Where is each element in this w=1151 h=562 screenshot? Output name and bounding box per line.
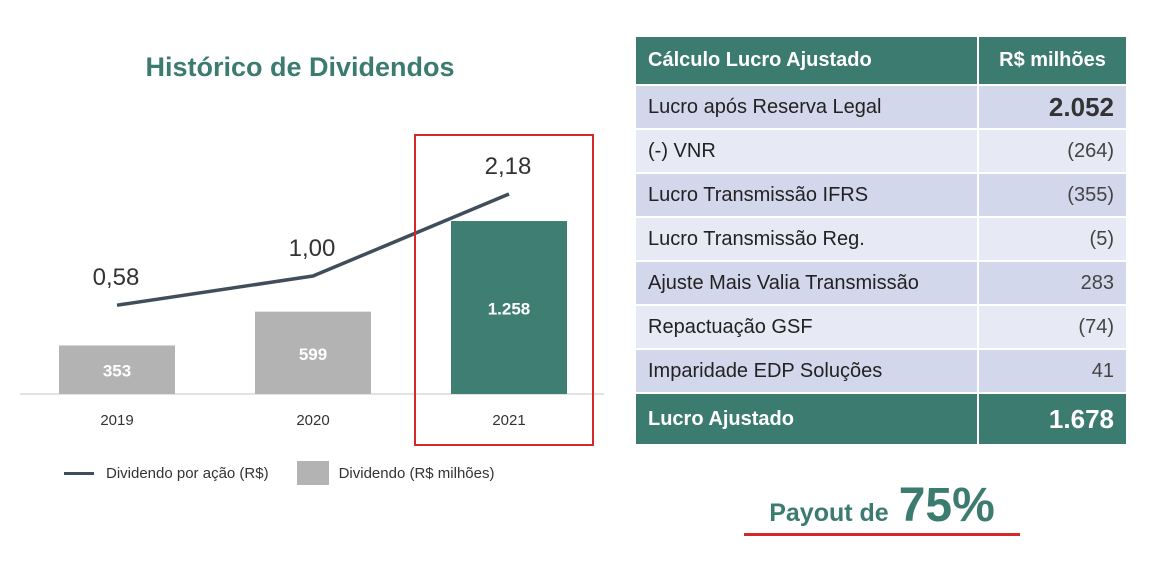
line-value-label: 0,58 xyxy=(93,264,140,291)
row-label: Ajuste Mais Valia Transmissão xyxy=(636,261,979,306)
bar-2019 xyxy=(59,345,175,394)
table-row: Lucro Transmissão IFRS (355) xyxy=(636,173,1126,218)
payout-label: Payout de xyxy=(769,499,889,527)
table-row: Repactuação GSF (74) xyxy=(636,305,1126,350)
x-tick-label: 2019 xyxy=(100,412,133,429)
highlight-box-2021 xyxy=(414,134,594,446)
table-footer-row: Lucro Ajustado 1.678 xyxy=(636,393,1126,446)
table-header-value: R$ milhões xyxy=(978,37,1126,86)
row-value: (264) xyxy=(978,129,1126,174)
adjusted-profit-table: Cálculo Lucro Ajustado R$ milhões Lucro … xyxy=(636,37,1126,446)
row-label: Repactuação GSF xyxy=(636,305,979,350)
chart-title: Histórico de Dividendos xyxy=(145,52,455,82)
table-footer-label: Lucro Ajustado xyxy=(636,393,979,446)
row-label: Lucro após Reserva Legal xyxy=(636,85,979,130)
table-footer-value: 1.678 xyxy=(978,393,1126,446)
table-row: Imparidade EDP Soluções 41 xyxy=(636,349,1126,394)
line-series-dividend-per-share xyxy=(116,192,510,307)
table-row: (-) VNR (264) xyxy=(636,129,1126,174)
row-label: (-) VNR xyxy=(636,129,979,174)
row-value: 283 xyxy=(978,261,1126,306)
row-label: Imparidade EDP Soluções xyxy=(636,349,979,394)
legend-bar-label: Dividendo (R$ milhões) xyxy=(338,464,495,482)
row-value: 41 xyxy=(978,349,1126,394)
table-row: Lucro após Reserva Legal 2.052 xyxy=(636,85,1126,130)
table-header-label: Cálculo Lucro Ajustado xyxy=(636,37,979,86)
row-value: (74) xyxy=(978,305,1126,350)
row-value: (5) xyxy=(978,217,1126,262)
bar-value-label: 599 xyxy=(299,345,327,364)
table-header-row: Cálculo Lucro Ajustado R$ milhões xyxy=(636,37,1126,86)
row-value: (355) xyxy=(978,173,1126,218)
payout-value: 75% xyxy=(898,479,995,532)
row-value: 2.052 xyxy=(978,85,1126,130)
line-value-label: 1,00 xyxy=(289,235,336,262)
bar-value-label: 1.258 xyxy=(488,300,531,319)
chart-legend: Dividendo por ação (R$) Dividendo (R$ mi… xyxy=(64,460,495,486)
dividend-chart: 353 2019 599 2020 1.258 2021 0,58 1,00 2,18 xyxy=(20,153,604,429)
row-label: Lucro Transmissão Reg. xyxy=(636,217,979,262)
bar-value-label: 353 xyxy=(103,362,131,381)
payout-callout: Payout de 75% xyxy=(748,480,1016,532)
x-tick-label: 2021 xyxy=(492,412,525,429)
row-label: Lucro Transmissão IFRS xyxy=(636,173,979,218)
payout-underline xyxy=(744,533,1020,536)
table-row: Lucro Transmissão Reg. (5) xyxy=(636,217,1126,262)
line-value-label: 2,18 xyxy=(485,153,532,180)
legend-bar-swatch xyxy=(296,461,329,485)
bar-2020 xyxy=(255,311,371,394)
legend-line-label: Dividendo por ação (R$) xyxy=(106,464,269,482)
x-tick-label: 2020 xyxy=(296,412,329,429)
bar-2021 xyxy=(451,221,567,394)
table-row: Ajuste Mais Valia Transmissão 283 xyxy=(636,261,1126,306)
legend-line-swatch xyxy=(64,471,94,475)
